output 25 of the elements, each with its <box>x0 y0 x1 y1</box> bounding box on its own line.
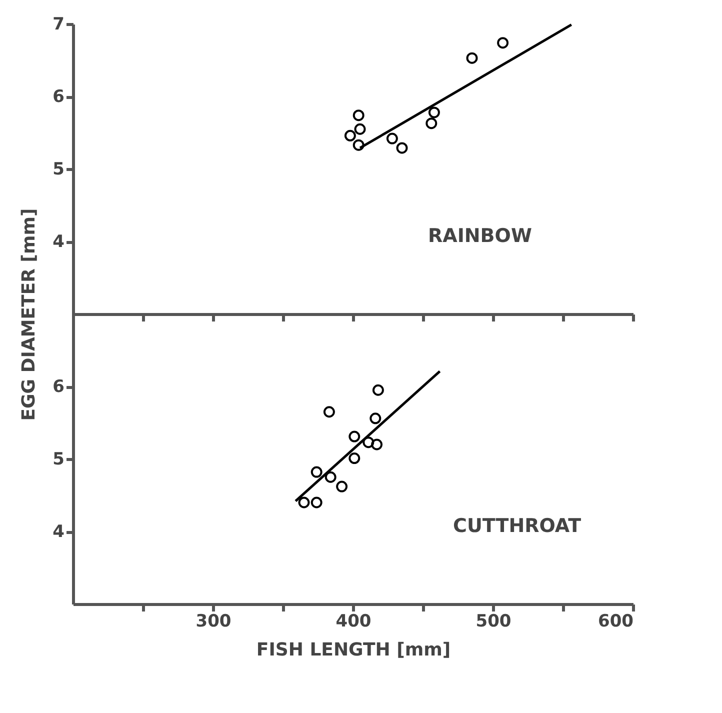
x-tick-label: 600 <box>598 612 634 632</box>
y-tick-label: 4 <box>52 522 65 542</box>
x-axis-title: FISH LENGTH [mm] <box>256 640 451 660</box>
y-tick-label: 7 <box>52 14 64 34</box>
point <box>386 132 398 144</box>
point <box>428 106 440 118</box>
point <box>426 118 438 130</box>
y-tick-label: 5 <box>52 160 64 180</box>
x-tick-label: 400 <box>336 612 372 632</box>
y-axis-title: EGG DIAMETER [mm] <box>18 208 40 421</box>
x-tick-label: 500 <box>476 612 512 632</box>
point <box>344 130 356 142</box>
point <box>352 139 364 151</box>
x-tick-label: 300 <box>196 612 232 632</box>
point <box>354 123 366 135</box>
point <box>497 37 509 49</box>
point <box>466 52 478 64</box>
point <box>396 142 408 154</box>
y-tick-label: 6 <box>52 87 64 107</box>
y-tick-label: 6 <box>52 377 64 397</box>
y-tick-label: 4 <box>52 232 65 252</box>
annotation: RAINBOW <box>428 225 532 247</box>
y-tick-label: 5 <box>52 450 64 470</box>
point <box>352 110 364 122</box>
annotation: CUTTHROAT <box>453 515 582 537</box>
